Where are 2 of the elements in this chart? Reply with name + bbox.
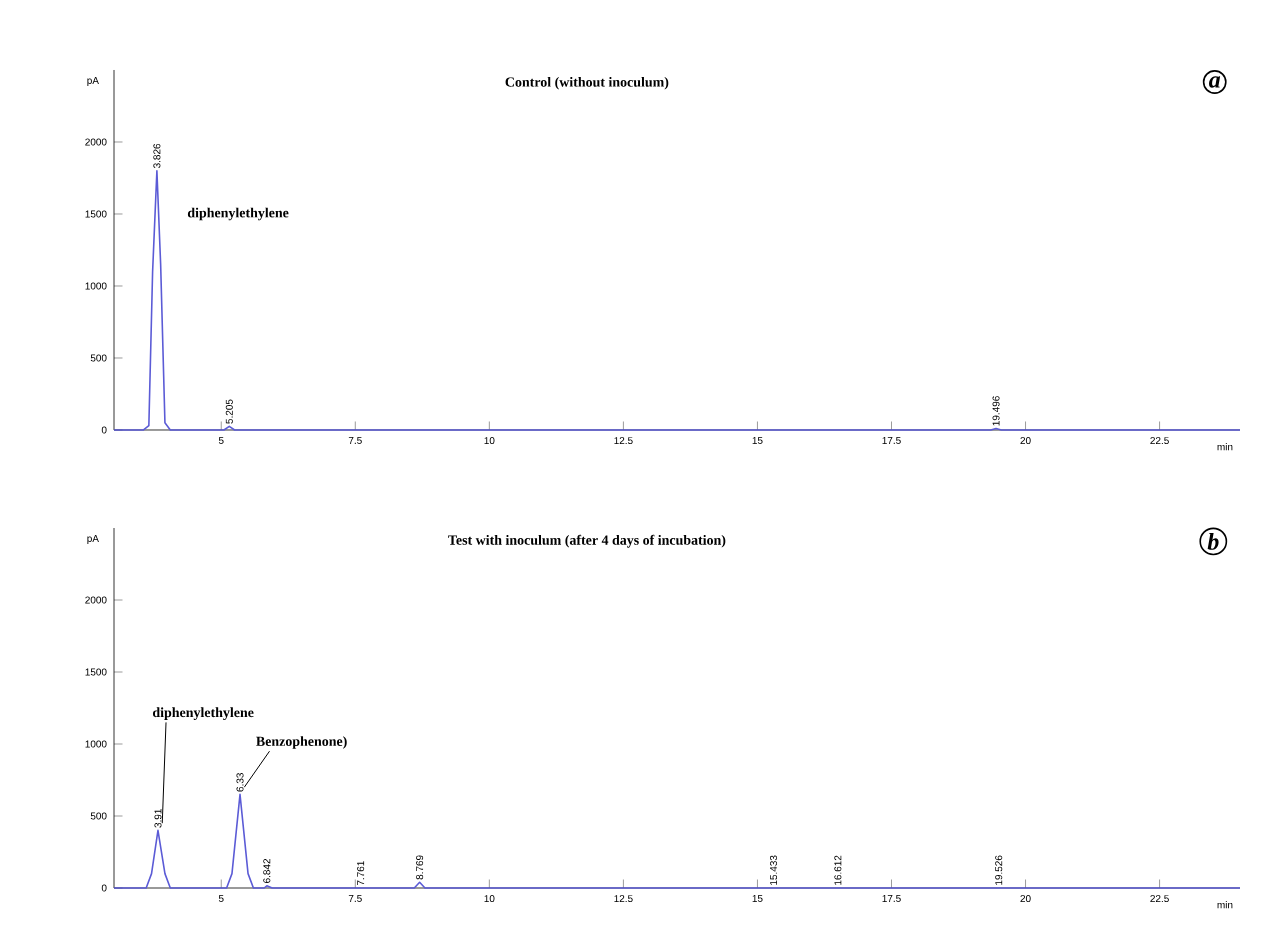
annotation: b xyxy=(1207,532,1219,550)
annotation: a xyxy=(1209,76,1221,88)
